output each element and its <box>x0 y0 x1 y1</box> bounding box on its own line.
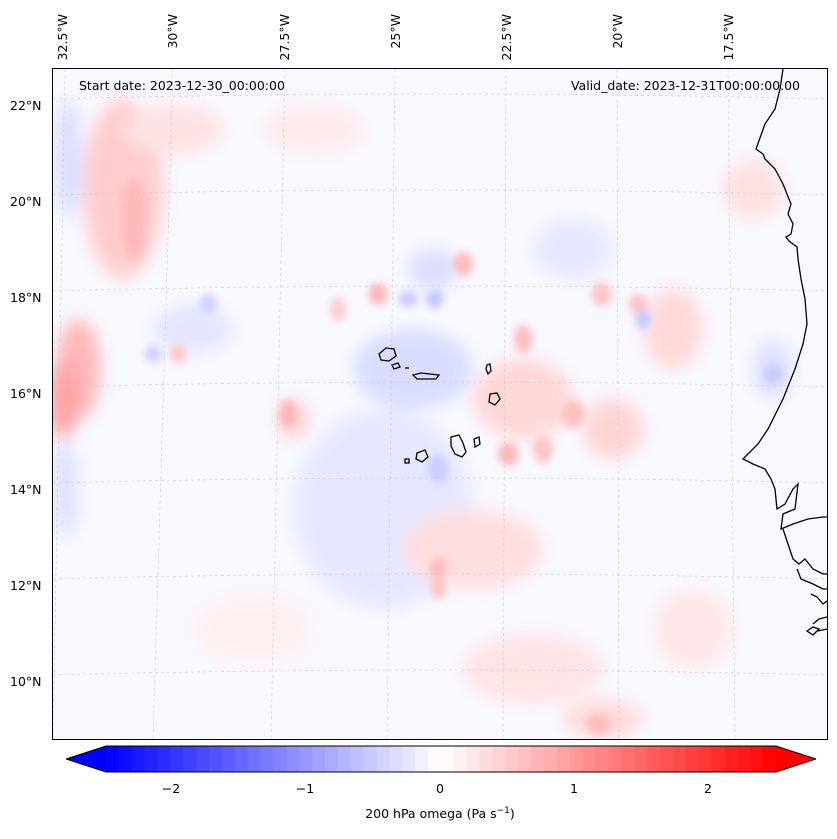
island-sal <box>485 363 492 376</box>
colorbar-cell <box>634 746 648 772</box>
island-maio <box>473 436 481 449</box>
latitude-label: 20°N <box>10 194 42 209</box>
colorbar-cell <box>531 746 545 772</box>
cape-verde-islands <box>378 347 501 464</box>
colorbar-cell <box>286 746 300 772</box>
latitude-label: 12°N <box>10 578 42 593</box>
colorbar-cell <box>312 746 326 772</box>
colorbar-cell <box>131 746 146 772</box>
omega-anomaly-blobs <box>53 99 793 739</box>
map-panel <box>52 68 828 740</box>
latitude-label: 14°N <box>10 482 42 497</box>
island-boa-vista <box>488 392 501 406</box>
colorbar-cell <box>621 746 635 772</box>
colorbar-tick: 1 <box>570 781 578 796</box>
valid-date-label: Valid_date: 2023-12-31T00:00:00.00 <box>570 78 800 93</box>
colorbar-cell <box>544 746 558 772</box>
colorbar-cell <box>325 746 339 772</box>
colorbar-cell <box>647 746 661 772</box>
colorbar-cell <box>505 746 519 772</box>
longitude-label: 27.5°W <box>277 14 292 61</box>
colorbar-cell <box>157 746 171 772</box>
colorbar-cell <box>363 746 378 772</box>
colorbar-cell <box>556 746 571 772</box>
omega-small-cells <box>121 179 783 734</box>
colorbar-tick: 0 <box>436 781 444 796</box>
latitude-label: 22°N <box>10 98 42 113</box>
colorbar-cell <box>402 746 416 772</box>
colorbar-cell <box>118 746 133 772</box>
island-santiago <box>450 434 467 458</box>
colorbar-cell <box>672 746 687 772</box>
latitude-label: 10°N <box>10 674 42 689</box>
colorbar-cell <box>273 746 287 772</box>
colorbar-cell <box>299 746 313 772</box>
graticule <box>53 69 827 739</box>
colorbar-cell <box>582 746 597 772</box>
island-fogo <box>415 449 429 463</box>
island-sao-nicolau <box>411 372 441 380</box>
island-sao-vicente <box>391 362 401 370</box>
colorbar-cell <box>737 746 751 772</box>
colorbar <box>66 745 816 773</box>
colorbar-cell <box>479 746 494 772</box>
colorbar-cell <box>518 746 532 772</box>
colorbar-cell <box>144 746 159 772</box>
longitude-label: 17.5°W <box>721 14 736 61</box>
colorbar-cell <box>247 746 262 772</box>
colorbar-tick: −1 <box>295 781 315 796</box>
colorbar-cell <box>170 746 184 772</box>
colorbar-cell <box>750 746 764 772</box>
colorbar-cell <box>466 746 481 772</box>
colorbar-cell <box>660 746 674 772</box>
colorbar-cell <box>221 746 236 772</box>
colorbar-label-close: ) <box>509 806 515 822</box>
colorbar-cell <box>234 746 249 772</box>
colorbar-cell <box>763 746 777 772</box>
longitude-label: 32.5°W <box>55 14 70 61</box>
colorbar-cell <box>209 746 223 772</box>
colorbar-cell <box>183 746 197 772</box>
colorbar-cell <box>595 746 609 772</box>
colorbar-cell <box>698 746 713 772</box>
colorbar-cell <box>337 746 352 772</box>
colorbar-cell <box>608 746 622 772</box>
africa-coastline <box>741 69 827 636</box>
colorbar-cell <box>441 746 455 772</box>
island-brava <box>404 458 410 464</box>
longitude-label: 30°W <box>165 14 180 49</box>
colorbar-cell <box>106 746 120 772</box>
colorbar-cell <box>685 746 700 772</box>
colorbar-cell <box>260 746 274 772</box>
colorbar-max-extend <box>776 746 816 772</box>
colorbar-tick: −2 <box>161 781 181 796</box>
colorbar-cell <box>453 746 468 772</box>
longitude-label: 22.5°W <box>499 14 514 61</box>
colorbar-cells <box>66 746 816 772</box>
colorbar-cell <box>569 746 584 772</box>
colorbar-cell <box>350 746 365 772</box>
colorbar-label-exponent: −1 <box>496 806 510 816</box>
colorbar-cell <box>376 746 390 772</box>
colorbar-label: 200 hPa omega (Pa s−1) <box>0 806 837 821</box>
colorbar-cell <box>428 746 442 772</box>
colorbar-tick: 2 <box>704 781 712 796</box>
longitude-label: 25°W <box>388 14 403 49</box>
colorbar-cell <box>492 746 506 772</box>
colorbar-min-extend <box>66 746 106 772</box>
colorbar-cell <box>389 746 403 772</box>
start-date-label: Start date: 2023-12-30_00:00:00 <box>79 78 285 93</box>
colorbar-label-text: 200 hPa omega (Pa s <box>365 806 497 822</box>
omega-field <box>53 69 827 739</box>
colorbar-cell <box>724 746 738 772</box>
latitude-label: 18°N <box>10 290 42 305</box>
longitude-label: 20°W <box>610 14 625 49</box>
colorbar-cell <box>711 746 725 772</box>
island-santo-antao <box>378 347 397 362</box>
colorbar-cell <box>196 746 210 772</box>
latitude-label: 16°N <box>10 386 42 401</box>
colorbar-cell <box>415 746 429 772</box>
